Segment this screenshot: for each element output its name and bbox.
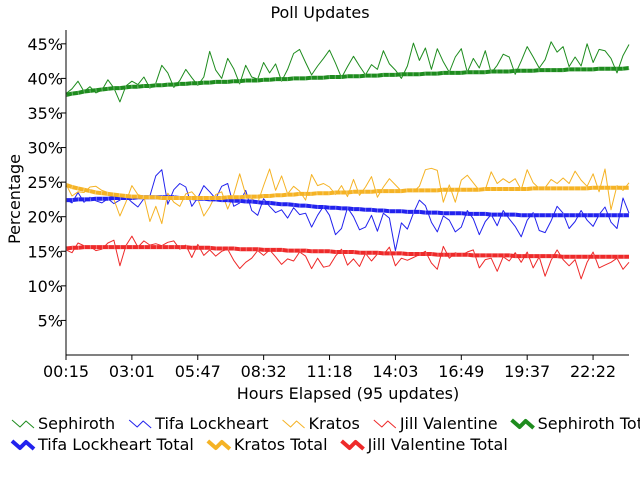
x-tick-label: 22:22 <box>570 362 616 381</box>
legend-label-jill-valentine-total: Jill Valentine Total <box>367 435 508 454</box>
x-tick-label: 08:32 <box>241 362 287 381</box>
legend-swatch-kratos-total <box>206 439 232 451</box>
series-line-texture-sephiroth-total <box>65 66 630 97</box>
series-line-kratos-total <box>65 183 629 200</box>
x-axis-ticks: 00:15 03:01 05:47 08:32 11:18 14:03 16:49 19:37… <box>43 355 616 381</box>
legend-swatch-tifa-lockheart-total <box>10 439 36 451</box>
x-tick-label: 05:47 <box>175 362 221 381</box>
legend-swatch-jill-valentine <box>373 419 397 429</box>
x-axis-label: Hours Elapsed (95 updates) <box>237 384 460 403</box>
legend-swatch-jill-valentine-total <box>340 439 365 451</box>
y-axis-label: Percentage <box>5 154 24 244</box>
series-line-sephiroth-total <box>65 66 630 97</box>
series-layer <box>65 41 630 280</box>
x-tick-label: 03:01 <box>109 362 155 381</box>
y-tick-label: 5% <box>38 311 63 330</box>
legend-swatch-sephiroth-total <box>510 418 535 430</box>
legend-label-kratos: Kratos <box>309 414 360 433</box>
x-tick-label: 14:03 <box>372 362 418 381</box>
chart-title: Poll Updates <box>270 3 369 22</box>
series-line-kratos <box>65 167 630 225</box>
y-tick-label: 25% <box>27 173 63 192</box>
x-tick-label: 00:15 <box>43 362 89 381</box>
x-tick-label: 16:49 <box>438 362 484 381</box>
y-tick-label: 30% <box>27 139 63 158</box>
y-tick-label: 45% <box>27 35 63 54</box>
legend-swatch-tifa-lockheart <box>128 419 152 429</box>
legend-label-sephiroth: Sephiroth <box>38 414 115 433</box>
x-tick-label: 11:18 <box>306 362 352 381</box>
y-tick-label: 40% <box>27 69 63 88</box>
legend-label-tifa-lockheart: Tifa Lockheart <box>154 414 268 433</box>
y-tick-label: 10% <box>27 277 63 296</box>
legend: Sephiroth Tifa Lockheart Kratos Jill Valent… <box>10 414 640 454</box>
legend-label-jill-valentine: Jill Valentine <box>399 414 498 433</box>
y-tick-label: 20% <box>27 208 63 227</box>
series-line-sephiroth <box>65 41 630 103</box>
legend-swatch-kratos <box>282 419 305 429</box>
legend-label-sephiroth-total: Sephiroth Total <box>538 414 640 433</box>
legend-swatch-sephiroth <box>11 419 35 429</box>
y-axis-ticks: 5% 10% 15% 20% 25% 30% 35% 40% 45% <box>27 35 66 330</box>
legend-label-kratos-total: Kratos Total <box>234 435 328 454</box>
y-tick-label: 35% <box>27 104 63 123</box>
series-line-jill-valentine <box>65 235 630 280</box>
y-tick-label: 15% <box>27 242 63 261</box>
series-line-jill-valentine-total <box>65 245 629 259</box>
x-tick-label: 19:37 <box>504 362 550 381</box>
legend-label-tifa-lockheart-total: Tifa Lockheart Total <box>37 435 194 454</box>
series-line-texture-tifa-lockheart-total <box>66 195 629 218</box>
